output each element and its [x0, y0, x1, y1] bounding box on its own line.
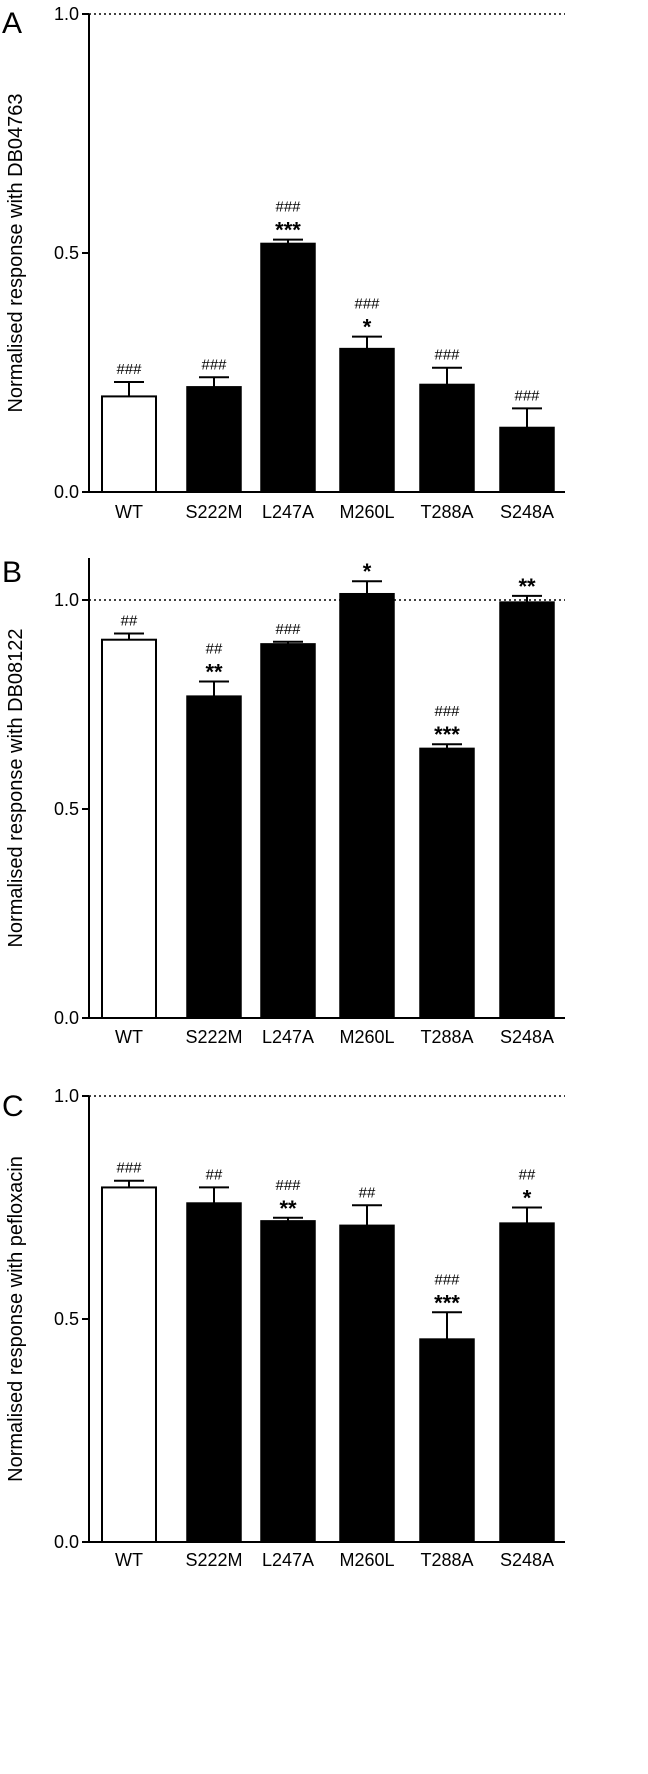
chart-panel-c: C Normalised response with pefloxacin 0.0 0…	[2, 1086, 565, 1570]
bar-t288a	[419, 747, 475, 1019]
x-category-label: L247A	[262, 1027, 314, 1047]
significance-stars: ***	[434, 1290, 460, 1315]
y-tick-label: 0.0	[54, 1008, 79, 1028]
x-category-label: T288A	[420, 502, 473, 522]
x-category-label: S222M	[185, 1550, 242, 1570]
y-axis-label: Normalised response with pefloxacin	[5, 1156, 27, 1482]
x-category-label: S248A	[500, 1027, 554, 1047]
bar-s222m	[186, 695, 242, 1019]
panel-letter: B	[2, 556, 22, 589]
bar-wt	[101, 1186, 157, 1544]
bar-m260l	[339, 1224, 395, 1543]
significance-hash: ###	[434, 703, 460, 720]
significance-hash: ##	[121, 612, 138, 629]
significance-hash: ###	[275, 199, 301, 216]
y-tick-label: 0.0	[54, 482, 79, 502]
y-tick-label: 0.5	[54, 1309, 79, 1329]
x-category-label: WT	[115, 502, 143, 522]
chart-panel-b: B Normalised response with DB08122 0.0 0.5 1…	[2, 556, 565, 1047]
significance-stars: **	[518, 574, 536, 599]
x-category-label: M260L	[339, 1027, 394, 1047]
y-axis-label: Normalised response with DB08122	[5, 628, 27, 947]
bar-s222m	[186, 1202, 242, 1543]
panel-letter: C	[2, 1090, 24, 1123]
y-tick-label: 1.0	[54, 4, 79, 24]
bar-s248a	[499, 426, 555, 493]
significance-stars: *	[363, 559, 372, 584]
y-axis-label: Normalised response with DB04763	[5, 93, 27, 412]
chart-panel-a: A Normalised response with DB04763 0.0 0.5 1…	[2, 4, 565, 522]
x-category-label: WT	[115, 1027, 143, 1047]
bar-wt	[101, 395, 157, 493]
bar-t288a	[419, 383, 475, 493]
x-category-label: T288A	[420, 1550, 473, 1570]
bar-l247a	[260, 1220, 316, 1543]
y-tick-label: 0.5	[54, 799, 79, 819]
x-category-label: L247A	[262, 502, 314, 522]
x-category-label: L247A	[262, 1550, 314, 1570]
significance-hash: ###	[116, 361, 142, 378]
bar-s248a	[499, 1222, 555, 1543]
y-tick-label: 0.0	[54, 1532, 79, 1552]
significance-hash: ###	[514, 387, 540, 404]
significance-hash: ###	[201, 356, 227, 373]
significance-hash: ###	[116, 1160, 142, 1177]
x-category-label: S222M	[185, 502, 242, 522]
x-category-label: M260L	[339, 1550, 394, 1570]
significance-stars: *	[523, 1186, 532, 1211]
bar-s248a	[499, 601, 555, 1019]
y-tick-label: 1.0	[54, 1086, 79, 1106]
bar-s222m	[186, 386, 242, 493]
bar-t288a	[419, 1338, 475, 1543]
y-tick-label: 0.5	[54, 243, 79, 263]
significance-stars: **	[205, 660, 223, 685]
significance-stars: **	[279, 1196, 297, 1221]
bar-m260l	[339, 592, 395, 1019]
significance-stars: ***	[434, 722, 460, 747]
bar-l247a	[260, 242, 316, 493]
significance-hash: ##	[206, 1166, 223, 1183]
significance-hash: ##	[359, 1184, 376, 1201]
significance-hash: ##	[519, 1167, 536, 1184]
significance-hash: ###	[434, 1271, 460, 1288]
x-category-label: S222M	[185, 1027, 242, 1047]
bar-l247a	[260, 643, 316, 1019]
x-category-label: S248A	[500, 502, 554, 522]
bar-wt	[101, 638, 157, 1020]
significance-stars: ***	[275, 218, 301, 243]
significance-hash: ###	[434, 347, 460, 364]
x-category-label: WT	[115, 1550, 143, 1570]
significance-stars: *	[363, 315, 372, 340]
significance-hash: ###	[275, 621, 301, 638]
significance-hash: ##	[206, 641, 223, 658]
x-category-label: T288A	[420, 1027, 473, 1047]
panel-letter: A	[2, 7, 22, 40]
bar-m260l	[339, 347, 395, 493]
x-category-label: S248A	[500, 1550, 554, 1570]
significance-hash: ###	[354, 296, 380, 313]
y-tick-label: 1.0	[54, 590, 79, 610]
significance-hash: ###	[275, 1177, 301, 1194]
x-category-label: M260L	[339, 502, 394, 522]
